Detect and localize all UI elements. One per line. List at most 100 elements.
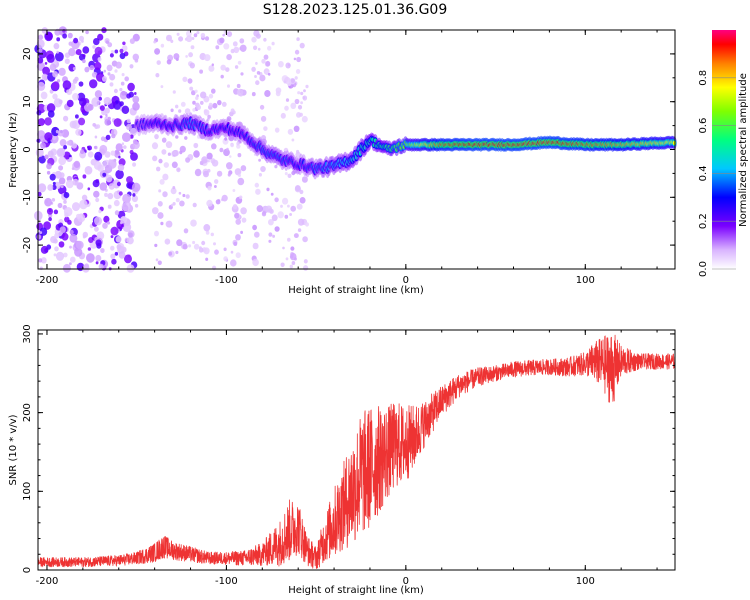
noise-speckle (215, 199, 221, 205)
noise-speckle (290, 246, 295, 251)
noise-speckle (204, 36, 210, 41)
noise-speckle (207, 185, 212, 191)
noise-speckle (113, 88, 118, 94)
noise-speckle (226, 54, 232, 61)
noise-speckle (85, 30, 89, 35)
noise-speckle (106, 221, 111, 225)
noise-speckle (62, 263, 71, 273)
noise-speckle (121, 105, 130, 115)
noise-speckle (251, 92, 256, 97)
colorbar-tick-label: 0.0 (698, 261, 709, 277)
noise-speckle (58, 67, 66, 76)
noise-speckle (99, 144, 108, 154)
noise-speckle (55, 51, 64, 62)
noise-speckle (160, 43, 165, 48)
noise-speckle (38, 155, 46, 164)
noise-speckle (64, 117, 68, 122)
noise-speckle (222, 33, 225, 37)
noise-speckle (95, 197, 100, 203)
noise-speckle (56, 147, 66, 158)
noise-speckle (62, 33, 67, 39)
noise-speckle (132, 53, 139, 61)
noise-speckle (64, 212, 69, 218)
noise-speckle (302, 236, 308, 243)
noise-speckle (210, 232, 214, 237)
y-tick-label: 0 (22, 567, 33, 573)
colorbar: 0.0 0.2 0.4 0.6 0.8 Normalized spectral ampl… (698, 30, 749, 277)
noise-speckle (190, 219, 197, 227)
noise-speckle (69, 233, 78, 243)
noise-speckle (107, 42, 113, 48)
noise-speckle (301, 176, 308, 183)
noise-speckle (126, 123, 132, 131)
noise-speckle (70, 256, 76, 263)
noise-speckle (253, 30, 260, 37)
noise-speckle (44, 132, 53, 142)
noise-speckle (46, 103, 56, 113)
noise-speckle (259, 104, 265, 110)
noise-speckle (171, 161, 178, 169)
noise-speckle (240, 230, 244, 234)
noise-speckle (69, 245, 72, 249)
noise-speckle (162, 173, 169, 181)
noise-speckle (111, 258, 117, 265)
noise-speckle (93, 38, 100, 46)
noise-speckle (75, 128, 82, 136)
noise-speckle (109, 73, 116, 81)
noise-speckle (303, 265, 309, 271)
spectrogram-marks (34, 26, 677, 273)
noise-speckle (182, 243, 188, 250)
noise-speckle (210, 158, 216, 164)
noise-speckle (157, 260, 162, 266)
noise-speckle (175, 197, 180, 203)
noise-speckle (129, 64, 134, 69)
noise-speckle (81, 194, 88, 201)
noise-speckle (47, 110, 55, 118)
noise-speckle (76, 213, 81, 219)
noise-speckle (261, 58, 266, 64)
noise-speckle (115, 169, 124, 180)
noise-speckle (305, 222, 309, 227)
noise-speckle (275, 91, 281, 97)
noise-speckle (78, 117, 86, 126)
noise-speckle (293, 57, 297, 61)
noise-speckle (293, 125, 300, 132)
noise-speckle (230, 48, 235, 54)
noise-speckle (121, 202, 130, 212)
noise-speckle (229, 155, 232, 158)
noise-speckle (59, 226, 66, 234)
noise-speckle (172, 150, 177, 156)
noise-speckle (223, 256, 228, 262)
noise-speckle (195, 96, 199, 100)
colorbar-tick-label: 0.8 (698, 70, 709, 86)
noise-speckle (163, 162, 169, 168)
noise-speckle (295, 69, 301, 74)
noise-speckle (170, 108, 174, 113)
noise-speckle (67, 219, 72, 225)
y-tick-label: 20 (22, 48, 33, 61)
noise-speckle (63, 145, 67, 150)
noise-speckle (66, 99, 74, 108)
noise-speckle (252, 242, 259, 250)
noise-speckle (53, 42, 60, 50)
noise-speckle (42, 66, 50, 76)
noise-speckle (104, 118, 111, 126)
noise-speckle (272, 234, 275, 238)
noise-speckle (162, 191, 168, 198)
noise-speckle (54, 246, 59, 252)
noise-speckle (105, 40, 110, 44)
noise-speckle (99, 115, 103, 119)
noise-speckle (252, 258, 259, 267)
noise-speckle (71, 167, 75, 171)
noise-speckle (82, 235, 86, 239)
noise-speckle (289, 252, 297, 261)
noise-speckle (225, 67, 230, 72)
noise-speckle (192, 240, 196, 245)
snr-ylabel: SNR (10 * v/v) (8, 414, 19, 485)
noise-speckle (46, 170, 51, 175)
noise-speckle (258, 173, 262, 177)
noise-speckle (237, 153, 242, 158)
noise-speckle (52, 181, 56, 186)
noise-speckle (84, 166, 93, 175)
noise-speckle (92, 45, 96, 49)
